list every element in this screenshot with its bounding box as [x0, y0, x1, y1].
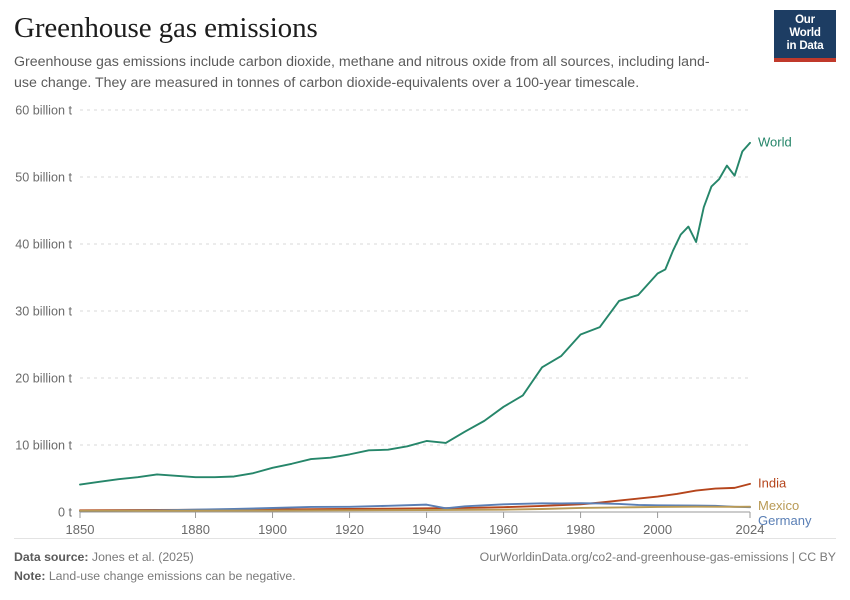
chart-header: Greenhouse gas emissions Greenhouse gas …	[14, 12, 754, 93]
chart-plot-area: 0 t 10 billion t 20 billion t 30 billion t 4…	[0, 96, 850, 537]
footer-note-row: Note: Land-use change emissions can be n…	[14, 567, 836, 586]
series-line-mexico[interactable]	[79, 505, 751, 512]
x-axis-tick-label: 1940	[412, 522, 441, 536]
footer-source-row: Data source: Jones et al. (2025) OurWorl…	[14, 548, 836, 567]
chart-subtitle: Greenhouse gas emissions include carbon …	[14, 54, 710, 91]
x-axis-tick-label: 2024	[736, 522, 765, 536]
owid-logo[interactable]: Our World in Data	[774, 10, 836, 62]
x-axis-tick-label: 1880	[181, 522, 210, 536]
x-axis-tick-label: 1900	[258, 522, 287, 536]
y-axis-tick-label: 20 billion t	[15, 372, 72, 386]
series-label-india[interactable]: India	[758, 475, 787, 490]
owid-logo-line2: in Data	[786, 39, 824, 52]
x-axis-tick-label: 1850	[66, 522, 95, 536]
footer-note-label: Note:	[14, 568, 46, 583]
footer-source-label: Data source:	[14, 549, 89, 564]
series-label-germany[interactable]: Germany	[758, 513, 812, 528]
x-axis-tick-label: 1960	[489, 522, 518, 536]
y-axis-tick-label: 30 billion t	[15, 305, 72, 319]
x-axis-tick-label: 1920	[335, 522, 364, 536]
line-chart[interactable]: 0 t 10 billion t 20 billion t 30 billion t 4…	[0, 96, 850, 537]
footer-source-value: Jones et al. (2025)	[88, 549, 194, 564]
x-axis-tick-label: 2000	[643, 522, 672, 536]
y-axis-tick-label: 50 billion t	[15, 171, 72, 185]
x-axis-tick-label: 1980	[566, 522, 595, 536]
series-line-germany[interactable]	[79, 502, 751, 513]
series-line-world[interactable]	[79, 141, 751, 486]
footer-note-value: Land-use change emissions can be negativ…	[45, 568, 296, 583]
footer-attribution[interactable]: OurWorldinData.org/co2-and-greenhouse-ga…	[479, 549, 836, 564]
series-label-mexico[interactable]: Mexico	[758, 498, 799, 513]
owid-logo-line1: Our World	[789, 14, 821, 39]
page-title: Greenhouse gas emissions	[14, 12, 318, 44]
y-axis-tick-label: 40 billion t	[15, 238, 72, 252]
chart-footer: Data source: Jones et al. (2025) OurWorl…	[14, 537, 836, 586]
y-axis-tick-label: 0 t	[58, 506, 73, 520]
y-axis-tick-label: 10 billion t	[15, 439, 72, 453]
y-axis-tick-label: 60 billion t	[15, 104, 72, 118]
series-label-world[interactable]: World	[758, 134, 792, 149]
